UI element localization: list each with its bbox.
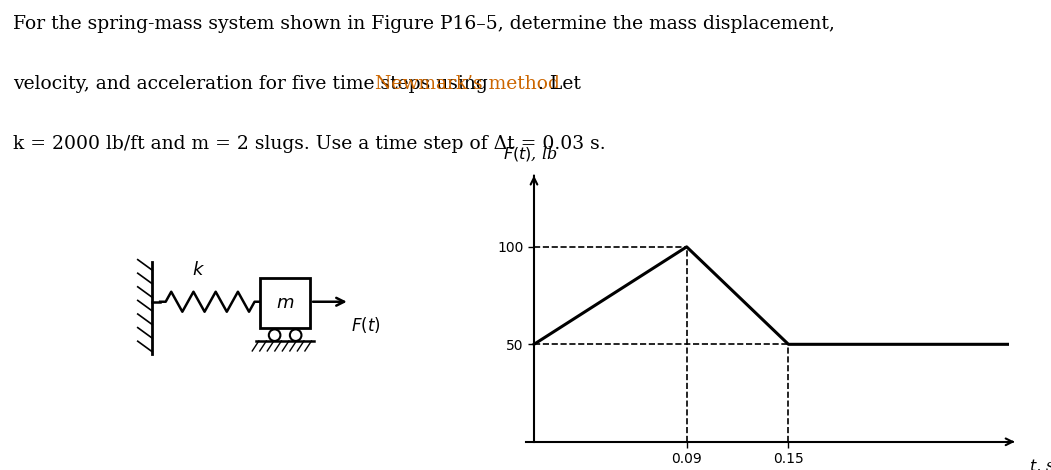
Bar bbox=[261, 278, 310, 328]
Text: $m$: $m$ bbox=[276, 294, 294, 312]
Text: For the spring-mass system shown in Figure P16–5, determine the mass displacemen: For the spring-mass system shown in Figu… bbox=[13, 15, 834, 33]
Text: . Let: . Let bbox=[483, 75, 581, 93]
Text: velocity, and acceleration for five time steps using: velocity, and acceleration for five time… bbox=[13, 75, 493, 93]
Text: $t$, s: $t$, s bbox=[1029, 457, 1051, 470]
Text: $F(t)$: $F(t)$ bbox=[351, 315, 380, 335]
Text: k = 2000 lb/ft and m = 2 slugs. Use a time step of Δt = 0.03 s.: k = 2000 lb/ft and m = 2 slugs. Use a ti… bbox=[13, 135, 605, 153]
Text: Newmark’s method: Newmark’s method bbox=[374, 75, 559, 93]
Text: $F(t)$, lb: $F(t)$, lb bbox=[503, 144, 558, 163]
Text: $k$: $k$ bbox=[191, 261, 205, 279]
